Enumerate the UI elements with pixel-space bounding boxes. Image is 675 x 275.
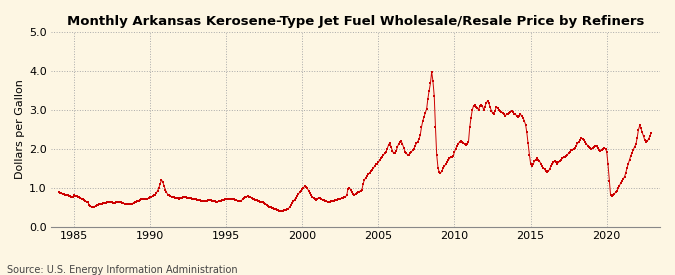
Text: Source: U.S. Energy Information Administration: Source: U.S. Energy Information Administ… — [7, 265, 238, 275]
Title: Monthly Arkansas Kerosene-Type Jet Fuel Wholesale/Resale Price by Refiners: Monthly Arkansas Kerosene-Type Jet Fuel … — [67, 15, 644, 28]
Y-axis label: Dollars per Gallon: Dollars per Gallon — [15, 79, 25, 179]
